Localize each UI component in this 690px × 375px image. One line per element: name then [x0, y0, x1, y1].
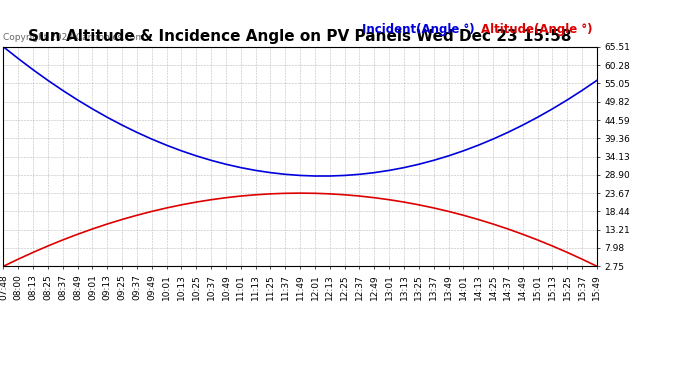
Legend: Incident(Angle °), Altitude(Angle °): Incident(Angle °), Altitude(Angle °) [357, 18, 597, 41]
Text: Copyright 2020 Cartronics.com: Copyright 2020 Cartronics.com [3, 33, 145, 42]
Title: Sun Altitude & Incidence Angle on PV Panels Wed Dec 23 15:58: Sun Altitude & Incidence Angle on PV Pan… [28, 29, 572, 44]
